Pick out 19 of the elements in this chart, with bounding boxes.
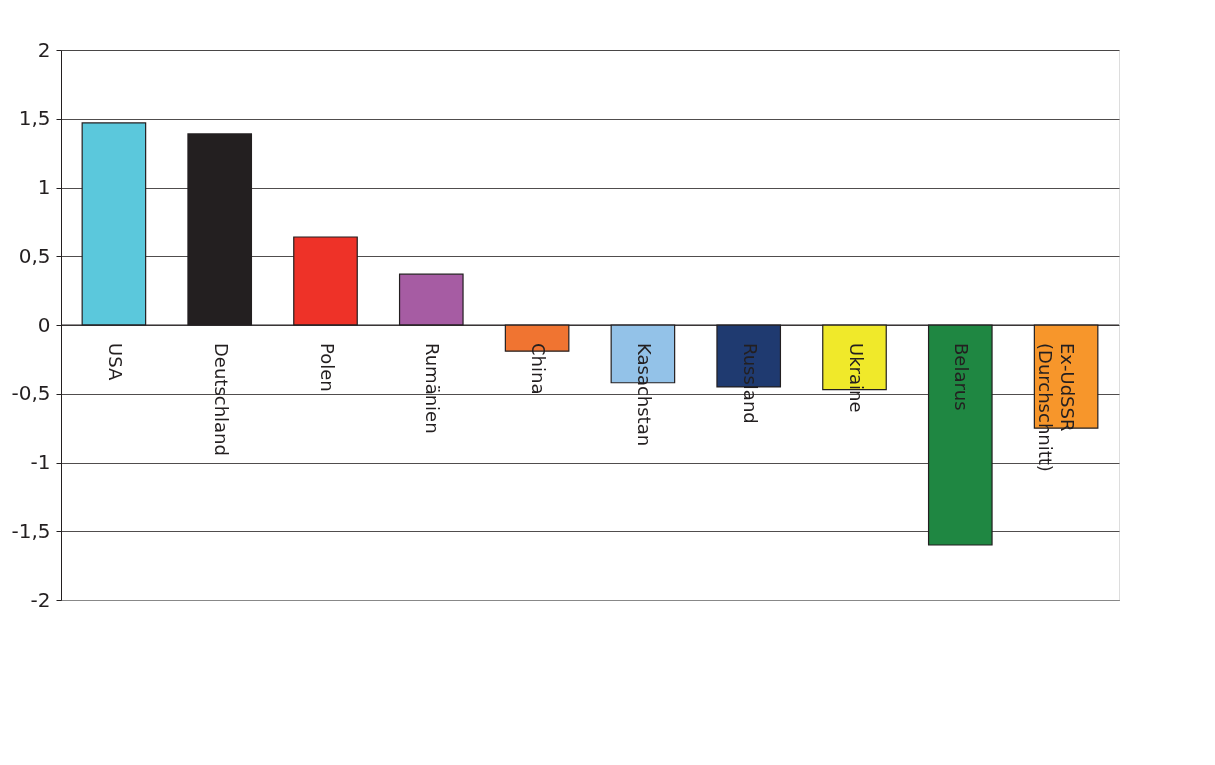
- x-tick-label: Deutschland: [210, 343, 232, 456]
- x-tick-label: USA: [104, 343, 126, 381]
- y-tick-label: 0: [37, 312, 51, 337]
- x-tick-label: Kasachstan: [633, 343, 655, 447]
- x-tick-label: Belarus: [951, 343, 973, 411]
- x-tick-label: Ukraine: [845, 343, 867, 413]
- y-tick-label: -0,5: [11, 381, 51, 406]
- x-tick-label: Ex-UdSSR (Durchschnitt): [1035, 343, 1079, 472]
- x-tick-label: China: [528, 343, 550, 395]
- y-tick-label: -2: [30, 587, 51, 612]
- x-tick-label: Russland: [739, 343, 761, 424]
- x-tick-label: Rumänien: [422, 343, 444, 434]
- y-tick-label: 2: [37, 37, 51, 62]
- y-tick-label: 0,5: [18, 243, 51, 268]
- y-tick-label: -1,5: [11, 518, 51, 543]
- y-tick-label: 1: [37, 175, 51, 199]
- y-tick-label: -1: [30, 450, 51, 474]
- x-tick-label: Polen: [316, 343, 338, 392]
- y-tick-label: 1,5: [18, 106, 51, 131]
